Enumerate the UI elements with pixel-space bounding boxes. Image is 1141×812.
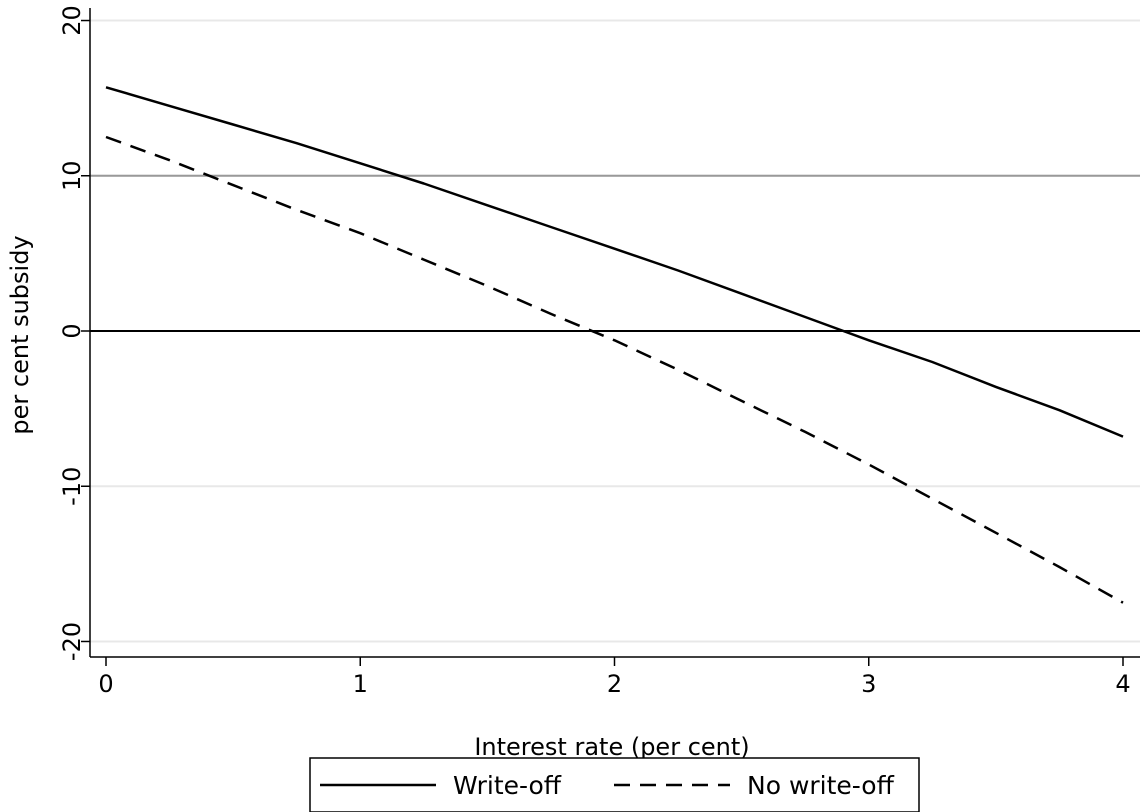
legend-label-write-off: Write-off	[453, 771, 562, 800]
axes	[81, 8, 1140, 666]
reference-lines	[90, 174, 1140, 332]
y-tick-label: 10	[58, 160, 86, 191]
y-tick-labels: 20 10 0 -10 -20	[58, 5, 86, 661]
legend-label-no-write-off: No write-off	[747, 771, 895, 800]
x-tick-labels: 0 1 2 3 4	[98, 670, 1130, 698]
series-lines	[105, 86, 1124, 604]
x-tick-label: 4	[1115, 670, 1130, 698]
x-tick-label: 1	[353, 670, 368, 698]
y-tick-label: 0	[58, 323, 86, 338]
x-tick-label: 2	[607, 670, 622, 698]
y-tick-label: 20	[58, 5, 86, 36]
y-axis-title: per cent subsidy	[6, 235, 34, 434]
series-line-write-off	[105, 86, 1124, 438]
x-axis-title: Interest rate (per cent)	[474, 733, 749, 761]
y-tick-label: -20	[58, 622, 86, 661]
x-tick-label: 0	[98, 670, 113, 698]
series-line-no-write-off	[105, 135, 1124, 604]
y-tick-label: -10	[58, 467, 86, 506]
legend: Write-off No write-off	[309, 757, 920, 812]
x-tick-label: 3	[861, 670, 876, 698]
